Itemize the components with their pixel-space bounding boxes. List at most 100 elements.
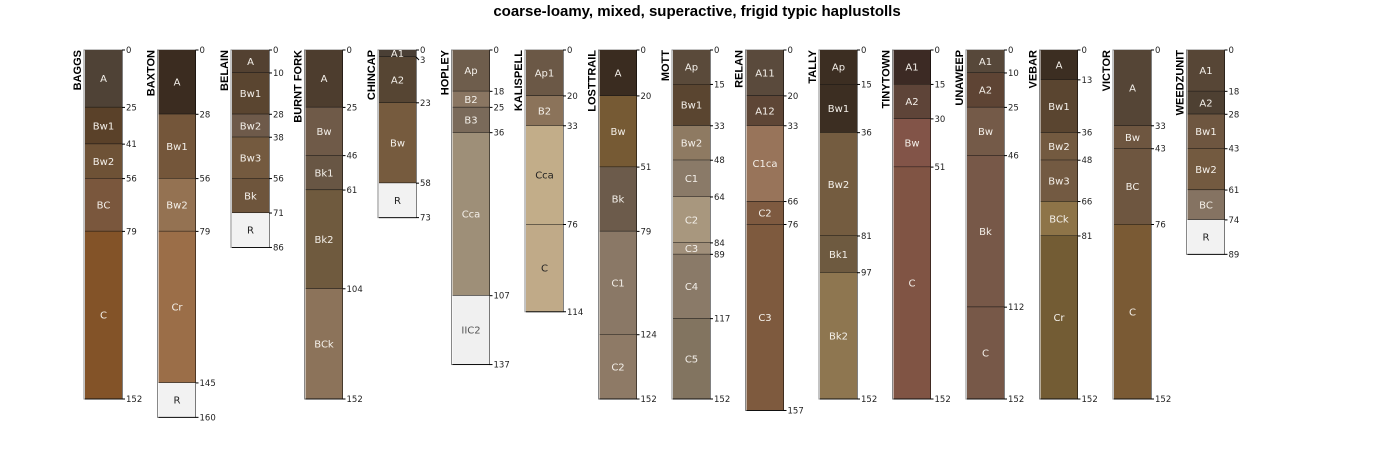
depth-label-top: 0 [935,46,940,56]
depth-label: 97 [861,269,872,279]
profile-name: BAGGS [72,50,84,90]
horizon [893,84,931,119]
depth-label: 124 [641,331,657,341]
horizon-label: BCk [1049,214,1069,225]
depth-label: 30 [935,115,946,125]
horizon [673,50,710,85]
horizon [820,84,857,133]
horizon-label: BC [97,200,111,211]
horizon [1040,50,1078,80]
depth-tick [415,56,420,61]
horizon-label: Bk [612,195,625,206]
profile-name: BAXTON [146,50,158,96]
profile-name: VICTOR [1101,50,1113,91]
horizon-label: A1 [391,49,404,60]
soil-profile: BELAIN A Bw1 Bw2 Bw3 Bk R 0 10 28 38 56 71 86 [219,46,284,253]
horizon-label: BCk [314,339,334,350]
depth-label: 81 [861,232,872,242]
horizon [158,231,196,383]
horizon [673,125,710,161]
depth-label: 76 [788,221,799,231]
depth-label: 15 [861,80,872,90]
horizon [1114,50,1151,126]
horizon [379,183,416,218]
horizon [1114,148,1151,225]
horizon [967,72,1004,108]
horizon-label: Bw [1125,133,1140,144]
depth-label: 38 [273,133,284,143]
horizon [1114,224,1151,399]
depth-label: 51 [935,163,946,173]
horizon [599,334,637,399]
soil-profile: WEEDZUNIT A1 A2 Bw1 Bw2 BC R 0 18 28 43 61 74 89 [1175,46,1240,260]
soil-profile: BURNT FORK A Bw Bk1 Bk2 BCk 0 25 46 61 104 152 [293,46,363,405]
profile-name: MOTT [660,50,672,81]
horizon [1040,160,1078,202]
soil-profile: TINYTOWN A1 A2 Bw C 0 15 30 51 152 [881,46,951,405]
depth-label-top: 0 [420,46,425,56]
soil-profile: BAGGS A Bw1 Bw2 BC C 0 25 41 56 79 152 [72,46,142,405]
depth-label: 48 [1082,156,1093,166]
horizon [967,107,1004,156]
horizon [232,213,269,248]
horizon-label: R [174,396,181,407]
horizon [893,167,931,399]
depth-label: 89 [1229,250,1240,260]
profile-name: UNAWEEP [954,50,966,106]
horizon-label: Bw1 [240,89,261,100]
horizon [85,144,122,179]
horizon [305,190,343,289]
depth-label: 10 [1008,69,1019,79]
horizon [1040,235,1078,399]
horizon-label: Cr [1053,313,1065,324]
depth-label: 48 [714,156,725,166]
horizon [1187,114,1225,149]
depth-label: 25 [1008,103,1019,113]
horizon [746,50,784,96]
horizon-label: C2 [758,209,771,220]
horizon-label: C [909,279,916,290]
horizon-label: C2 [611,362,624,373]
horizon-label: Bk1 [829,250,848,261]
horizon [1040,79,1078,133]
horizon-label: C [1129,307,1136,318]
profile-name: VEBAR [1028,50,1040,89]
depth-label: 66 [1082,198,1093,208]
depth-label: 152 [1008,395,1024,405]
depth-label: 18 [494,87,505,97]
depth-label: 46 [1008,152,1019,162]
depth-label: 46 [347,152,358,162]
horizon-label: Bw1 [681,101,702,112]
depth-label: 43 [1155,145,1166,155]
horizon-label: C3 [758,313,771,324]
horizon [820,132,857,236]
depth-label: 3 [420,56,425,66]
horizon [232,72,269,115]
horizon [967,307,1004,399]
horizon [305,288,343,399]
horizon-label: Bw [978,127,993,138]
horizon-label: C5 [685,354,698,365]
horizon-label: Bw3 [1048,176,1069,187]
depth-label: 160 [200,413,216,423]
horizon-label: A [1056,60,1063,71]
horizon-label: Cr [171,303,183,314]
depth-label: 89 [714,250,725,260]
horizon-label: A [247,57,254,68]
depth-label: 152 [935,395,951,405]
horizon-label: Bw [610,127,625,138]
horizon-label: R [394,196,401,207]
horizon [673,160,710,197]
horizon-label: C [100,311,107,322]
horizon-label: Bw2 [1048,142,1069,153]
depth-label-top: 0 [714,46,719,56]
depth-label: 33 [1155,122,1166,132]
soil-profile: VICTOR A Bw BC C 0 33 43 76 152 [1101,46,1171,405]
horizon-label: A2 [979,86,992,97]
depth-label: 33 [567,122,578,132]
depth-label: 43 [1229,145,1240,155]
horizon-label: R [1203,233,1210,244]
depth-label: 56 [200,175,211,185]
horizon-label: Bw1 [1195,127,1216,138]
horizon [158,50,196,115]
